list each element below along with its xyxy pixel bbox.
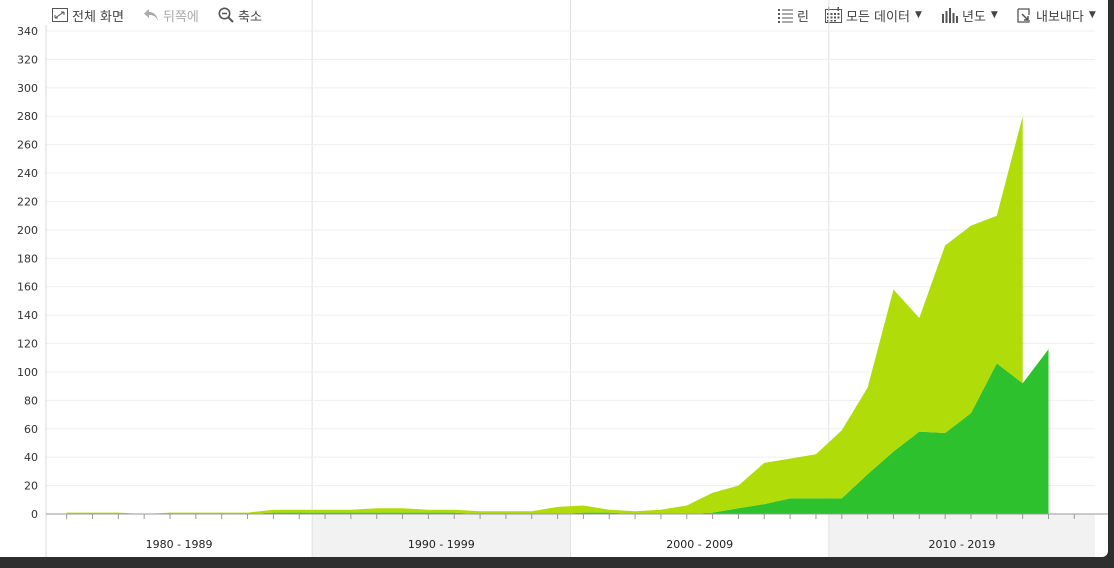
fullscreen-button[interactable]: 전체 화면 [52,5,124,25]
x-category-label: 2010 - 2019 [928,538,995,551]
year-dropdown[interactable]: 년도 ▼ [942,5,998,25]
y-tick-label: 240 [17,167,38,180]
y-tick-label: 40 [24,451,38,464]
bar-chart-icon [942,7,958,23]
chevron-down-icon: ▼ [914,10,922,20]
x-group-band [828,514,1095,557]
zoom-out-label: 축소 [238,9,262,25]
list-icon [778,8,793,23]
y-tick-label: 80 [24,394,38,407]
back-label: 뒤쪽에 [163,9,199,25]
y-tick-label: 220 [17,195,38,208]
y-tick-label: 320 [17,53,38,66]
all-data-label: 모든 데이터 [846,9,910,25]
fullscreen-label: 전체 화면 [72,9,124,25]
x-category-label: 1980 - 1989 [146,538,213,551]
y-tick-label: 120 [17,338,38,351]
chart-toolbar: 전체 화면 뒤쪽에 축소 [0,0,1108,30]
stacked-area-chart: 0 20 40 60 80 100 120 140 160 180 200 220 240 260 280 3… [17,0,1108,557]
export-label: 내보내다 [1036,9,1084,25]
y-tick-label: 260 [17,139,38,152]
y-tick-label: 0 [31,508,38,521]
chart-panel: 전체 화면 뒤쪽에 축소 [0,0,1108,557]
x-group-band [312,514,571,557]
chevron-down-icon: ▼ [990,10,998,20]
y-tick-label: 100 [17,366,38,379]
x-category-label: 1990 - 1999 [408,538,475,551]
export-dropdown[interactable]: 내보내다 ▼ [1017,5,1096,25]
y-tick-label: 340 [17,25,38,38]
year-label: 년도 [962,9,986,25]
fullscreen-icon [52,8,68,22]
y-tick-label: 160 [17,281,38,294]
legend-label: 린 [797,9,809,25]
undo-arrow-icon [144,9,158,21]
dark-green-series-area [66,349,1049,514]
legend-button[interactable]: 린 [778,5,809,25]
y-tick-label: 60 [24,423,38,436]
y-tick-label: 280 [17,110,38,123]
y-tick-label: 300 [17,82,38,95]
y-tick-label: 180 [17,252,38,265]
y-tick-label: 140 [17,309,38,322]
x-category-label: 2000 - 2009 [666,538,733,551]
y-tick-label: 20 [24,480,38,493]
back-button[interactable]: 뒤쪽에 [143,5,199,25]
export-icon [1017,7,1030,23]
magnifier-minus-icon [218,7,234,23]
chevron-down-icon: ▼ [1088,10,1096,20]
y-tick-label: 200 [17,224,38,237]
zoom-out-button[interactable]: 축소 [218,5,262,25]
